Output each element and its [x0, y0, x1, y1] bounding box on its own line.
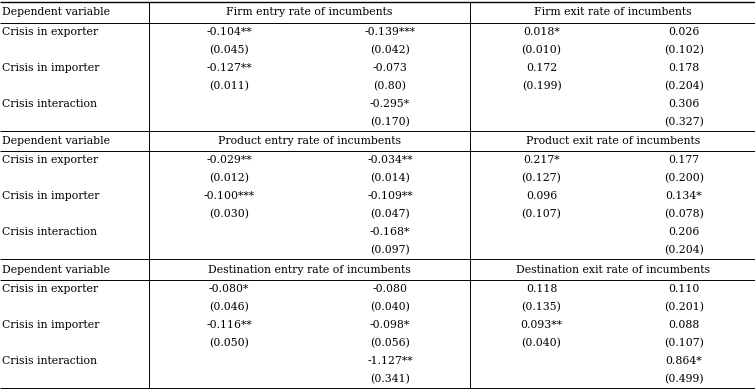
Text: -0.109**: -0.109**: [367, 191, 413, 201]
Text: (0.078): (0.078): [664, 209, 704, 220]
Text: -0.029**: -0.029**: [206, 155, 252, 165]
Text: (0.107): (0.107): [664, 338, 704, 348]
Text: -0.073: -0.073: [372, 63, 408, 73]
Text: (0.050): (0.050): [209, 338, 249, 348]
Text: (0.327): (0.327): [664, 117, 704, 127]
Text: 0.177: 0.177: [668, 155, 699, 165]
Text: (0.045): (0.045): [209, 44, 249, 55]
Text: Crisis in importer: Crisis in importer: [2, 320, 100, 330]
Text: Product entry rate of incumbents: Product entry rate of incumbents: [218, 136, 401, 146]
Text: -0.100***: -0.100***: [204, 191, 254, 201]
Text: 0.088: 0.088: [668, 320, 700, 330]
Text: Crisis in exporter: Crisis in exporter: [2, 27, 98, 37]
Text: (0.80): (0.80): [374, 80, 406, 91]
Text: (0.102): (0.102): [664, 44, 704, 55]
Text: (0.499): (0.499): [664, 374, 704, 384]
Text: Destination exit rate of incumbents: Destination exit rate of incumbents: [516, 265, 710, 275]
Text: Product exit rate of incumbents: Product exit rate of incumbents: [525, 136, 700, 146]
Text: (0.204): (0.204): [664, 80, 704, 91]
Text: (0.199): (0.199): [522, 80, 562, 91]
Text: 0.093**: 0.093**: [520, 320, 562, 330]
Text: (0.012): (0.012): [209, 173, 249, 184]
Text: -0.080*: -0.080*: [209, 284, 249, 294]
Text: -0.116**: -0.116**: [206, 320, 252, 330]
Text: Dependent variable: Dependent variable: [2, 7, 110, 17]
Text: Crisis interaction: Crisis interaction: [2, 99, 97, 109]
Text: 0.026: 0.026: [668, 27, 700, 37]
Text: -0.139***: -0.139***: [365, 27, 415, 37]
Text: (0.042): (0.042): [370, 44, 410, 55]
Text: 0.306: 0.306: [668, 99, 700, 109]
Text: (0.201): (0.201): [664, 302, 704, 312]
Text: 0.172: 0.172: [526, 63, 557, 73]
Text: (0.014): (0.014): [370, 173, 410, 184]
Text: (0.107): (0.107): [522, 209, 562, 220]
Text: 0.018*: 0.018*: [523, 27, 560, 37]
Text: 0.864*: 0.864*: [665, 356, 702, 366]
Text: (0.204): (0.204): [664, 245, 704, 255]
Text: (0.135): (0.135): [522, 302, 562, 312]
Text: (0.047): (0.047): [370, 209, 410, 220]
Text: 0.206: 0.206: [668, 227, 700, 238]
Text: Dependent variable: Dependent variable: [2, 136, 110, 146]
Text: Crisis in importer: Crisis in importer: [2, 191, 100, 201]
Text: (0.011): (0.011): [209, 80, 249, 91]
Text: 0.134*: 0.134*: [665, 191, 702, 201]
Text: 0.096: 0.096: [526, 191, 557, 201]
Text: Crisis in importer: Crisis in importer: [2, 63, 100, 73]
Text: (0.040): (0.040): [370, 302, 410, 312]
Text: Destination entry rate of incumbents: Destination entry rate of incumbents: [208, 265, 411, 275]
Text: -0.098*: -0.098*: [370, 320, 410, 330]
Text: -0.034**: -0.034**: [367, 155, 413, 165]
Text: Crisis interaction: Crisis interaction: [2, 356, 97, 366]
Text: (0.097): (0.097): [370, 245, 410, 255]
Text: Crisis in exporter: Crisis in exporter: [2, 155, 98, 165]
Text: Firm exit rate of incumbents: Firm exit rate of incumbents: [534, 7, 692, 17]
Text: -0.127**: -0.127**: [206, 63, 252, 73]
Text: 0.110: 0.110: [668, 284, 700, 294]
Text: 0.118: 0.118: [525, 284, 557, 294]
Text: (0.046): (0.046): [209, 302, 249, 312]
Text: -0.168*: -0.168*: [370, 227, 410, 238]
Text: (0.127): (0.127): [522, 173, 562, 184]
Text: -0.080: -0.080: [372, 284, 408, 294]
Text: (0.040): (0.040): [522, 338, 562, 348]
Text: -0.104**: -0.104**: [206, 27, 252, 37]
Text: Dependent variable: Dependent variable: [2, 265, 110, 275]
Text: (0.200): (0.200): [664, 173, 704, 184]
Text: (0.170): (0.170): [370, 117, 410, 127]
Text: -1.127**: -1.127**: [367, 356, 413, 366]
Text: (0.010): (0.010): [522, 44, 562, 55]
Text: 0.178: 0.178: [668, 63, 699, 73]
Text: Crisis interaction: Crisis interaction: [2, 227, 97, 238]
Text: (0.341): (0.341): [370, 374, 410, 384]
Text: Crisis in exporter: Crisis in exporter: [2, 284, 98, 294]
Text: (0.056): (0.056): [370, 338, 410, 348]
Text: -0.295*: -0.295*: [370, 99, 410, 109]
Text: Firm entry rate of incumbents: Firm entry rate of incumbents: [226, 7, 393, 17]
Text: 0.217*: 0.217*: [523, 155, 560, 165]
Text: (0.030): (0.030): [209, 209, 249, 220]
